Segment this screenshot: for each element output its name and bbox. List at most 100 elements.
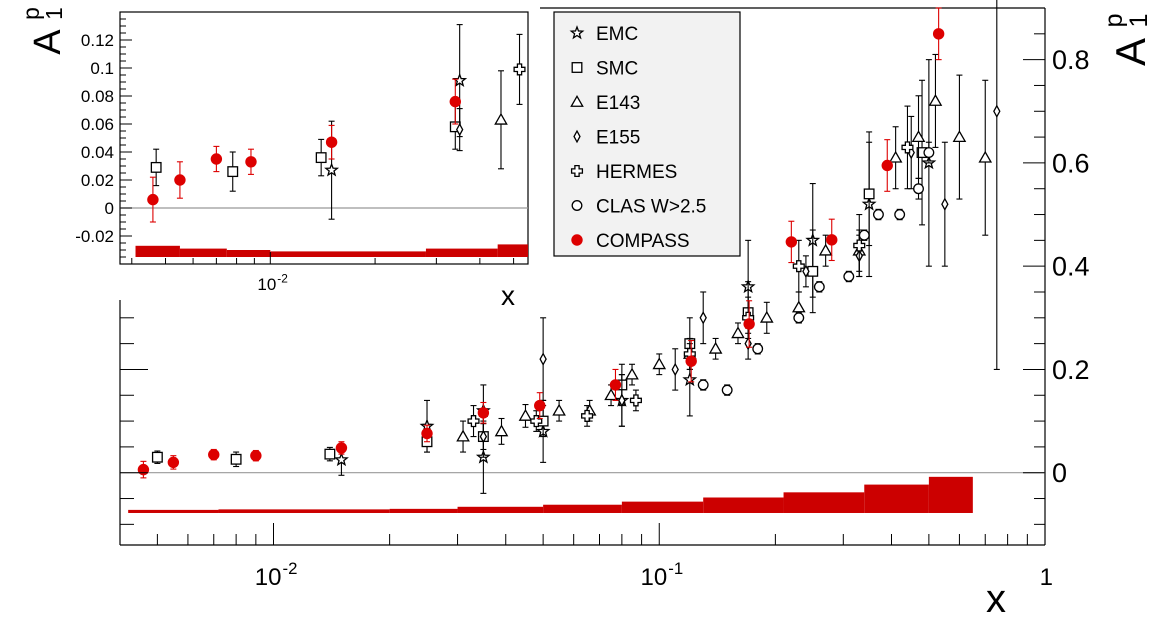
data-point	[952, 130, 967, 143]
inset-plot-panel: 10 -2 -0.02 0 0.02 0.04 0.06 0.08 0.1 0.12 x Ap1	[18, 7, 529, 311]
legend-marker	[569, 25, 585, 40]
x-tick-label-exponent: -2	[277, 271, 288, 285]
x-tick-label-base: 10	[255, 564, 282, 591]
systematic-band-bin	[179, 248, 227, 257]
data-point	[858, 229, 870, 241]
y-tick-label: 0	[105, 199, 114, 218]
data-point	[167, 456, 180, 469]
data-point	[744, 336, 752, 351]
data-point	[818, 243, 833, 256]
x-tick-label: 1	[1040, 564, 1053, 591]
systematic-band	[128, 476, 973, 513]
y-tick-label: -0.02	[75, 227, 114, 246]
data-point	[581, 409, 594, 422]
data-point	[421, 427, 433, 440]
legend-entry: HERMES	[570, 162, 677, 183]
y-tick-label: 0.4	[1052, 252, 1090, 282]
legend-entry: CLAS W>2.5	[571, 197, 706, 218]
data-point	[534, 399, 546, 412]
data-point	[843, 271, 855, 282]
data-point	[245, 156, 257, 168]
y-tick-label: 0.1	[90, 59, 114, 78]
data-point	[315, 152, 327, 164]
data-point	[881, 159, 893, 172]
data-point	[731, 326, 745, 339]
data-point	[993, 104, 1001, 119]
data-point	[324, 162, 340, 177]
legend-label: CLAS W>2.5	[596, 197, 706, 218]
data-point	[894, 209, 906, 220]
data-point	[455, 122, 464, 137]
data-point	[539, 352, 547, 366]
legend-marker	[570, 164, 584, 178]
systematic-band	[135, 244, 528, 257]
data-point	[721, 384, 733, 396]
data-point	[150, 161, 162, 173]
data-point	[552, 403, 566, 416]
legend-label: EMC	[596, 24, 638, 45]
data-point	[137, 463, 150, 476]
data-point	[208, 448, 220, 461]
data-point	[174, 174, 186, 186]
legend-label: HERMES	[596, 162, 677, 183]
y-axis-title-subscript: 1	[41, 7, 67, 20]
y-tick-label: 0.8	[1052, 45, 1090, 75]
y-tick-label: 0.6	[1052, 148, 1090, 178]
data-point	[911, 130, 926, 143]
data-point	[791, 300, 806, 313]
x-axis-title: x	[986, 577, 1006, 617]
y-tick-label: 0.12	[81, 31, 114, 50]
series-compass	[147, 78, 461, 223]
data-point	[609, 379, 622, 391]
data-point	[230, 453, 242, 465]
systematic-band-bin	[425, 248, 498, 257]
data-point	[456, 429, 470, 442]
y-tick-label: 0	[1052, 458, 1067, 488]
data-point	[652, 357, 667, 370]
systematic-band-bin	[864, 484, 929, 513]
data-point	[518, 408, 533, 421]
data-point	[743, 318, 755, 330]
data-point	[250, 449, 262, 462]
data-point	[941, 197, 949, 211]
legend-marker	[570, 94, 584, 107]
data-point	[324, 448, 336, 460]
data-point	[978, 150, 993, 163]
data-point	[697, 379, 709, 391]
data-point	[785, 236, 798, 248]
data-point	[513, 63, 526, 76]
x-tick-label: 10 -1	[641, 559, 684, 591]
data-point	[863, 188, 875, 200]
y-axis-title-subscript: 1	[1125, 13, 1153, 27]
data-point	[618, 393, 626, 408]
x-tick-label: 10 -2	[255, 559, 298, 591]
data-point	[826, 234, 838, 246]
data-point	[759, 310, 774, 323]
legend-marker	[571, 200, 583, 211]
data-point	[853, 239, 866, 252]
x-tick-label-base: 1	[1040, 564, 1053, 591]
inset-frame	[119, 11, 529, 265]
data-point	[477, 407, 490, 419]
x-tick-label-base: 10	[257, 275, 276, 294]
legend-box	[553, 11, 741, 257]
data-point	[467, 415, 480, 428]
y-tick-label: 0.02	[81, 171, 114, 190]
legend: EMC SMC E143 E155 HERMES CLAS W>2.5 COMPASS	[553, 11, 741, 257]
data-point	[227, 166, 239, 178]
y-axis-title-superscript: p	[1100, 13, 1128, 27]
data-point	[325, 136, 338, 148]
systematic-band-bin	[457, 506, 544, 513]
series-e155	[479, 0, 1001, 458]
y-tick-label: 0.2	[1052, 355, 1090, 385]
data-point	[913, 183, 924, 195]
data-point	[151, 451, 163, 463]
systematic-band-bin	[128, 509, 219, 513]
data-point	[625, 367, 639, 380]
series-e143	[456, 53, 993, 453]
series-clas-w-2-5	[697, 141, 935, 396]
legend-marker	[573, 129, 581, 144]
data-point	[629, 394, 642, 407]
legend-label: SMC	[596, 59, 638, 80]
